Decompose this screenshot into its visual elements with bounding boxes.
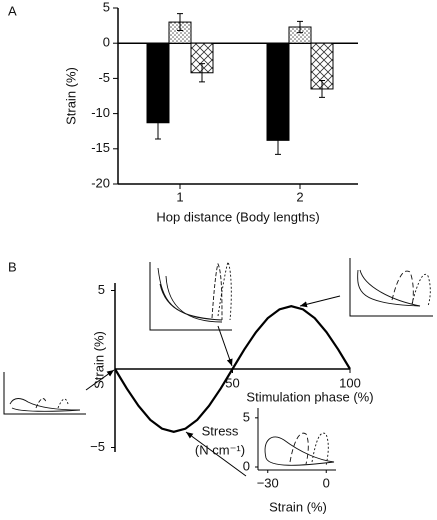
- error-bar: [319, 80, 325, 98]
- x-tick-label: 2: [296, 189, 303, 204]
- y-tick-label: 0: [103, 35, 110, 50]
- inset-x-label: Strain (%): [269, 499, 327, 514]
- error-bar: [177, 13, 183, 32]
- strain-curve: [114, 305, 351, 433]
- panel-label: B: [8, 259, 17, 274]
- inset-y-label: Stress: [202, 423, 239, 438]
- x-axis-label: Stimulation phase (%): [246, 389, 373, 404]
- y-tick-label: -5: [98, 70, 110, 85]
- y-tick-label: -15: [91, 140, 110, 155]
- y-tick-label: -10: [91, 105, 110, 120]
- inset-y-tick-label: 5: [243, 409, 250, 424]
- error-bar: [155, 106, 161, 140]
- y-axis-label: Strain (%): [91, 331, 106, 389]
- x-tick-label: 100: [339, 375, 361, 390]
- error-bar: [297, 20, 303, 34]
- inset-x-tick-label: −30: [257, 475, 279, 490]
- x-tick-label: 50: [225, 375, 239, 390]
- y-tick-label: 5: [103, 0, 110, 14]
- error-bar: [199, 63, 205, 83]
- y-tick-label: 5: [98, 282, 105, 297]
- panel-label: A: [8, 3, 17, 18]
- y-tick-label: −5: [90, 439, 105, 454]
- inset-y-tick-label: 0: [243, 458, 250, 473]
- inset-y-label: (N cm⁻¹): [195, 442, 245, 457]
- y-tick-label: -20: [91, 175, 110, 190]
- y-axis-label: Strain (%): [63, 67, 78, 125]
- x-tick-label: 1: [176, 189, 183, 204]
- inset-x-tick-label: 0: [323, 475, 330, 490]
- inset-loops: [3, 258, 433, 477]
- error-bar: [275, 125, 281, 155]
- x-axis-label: Hop distance (Body lengths): [156, 209, 319, 224]
